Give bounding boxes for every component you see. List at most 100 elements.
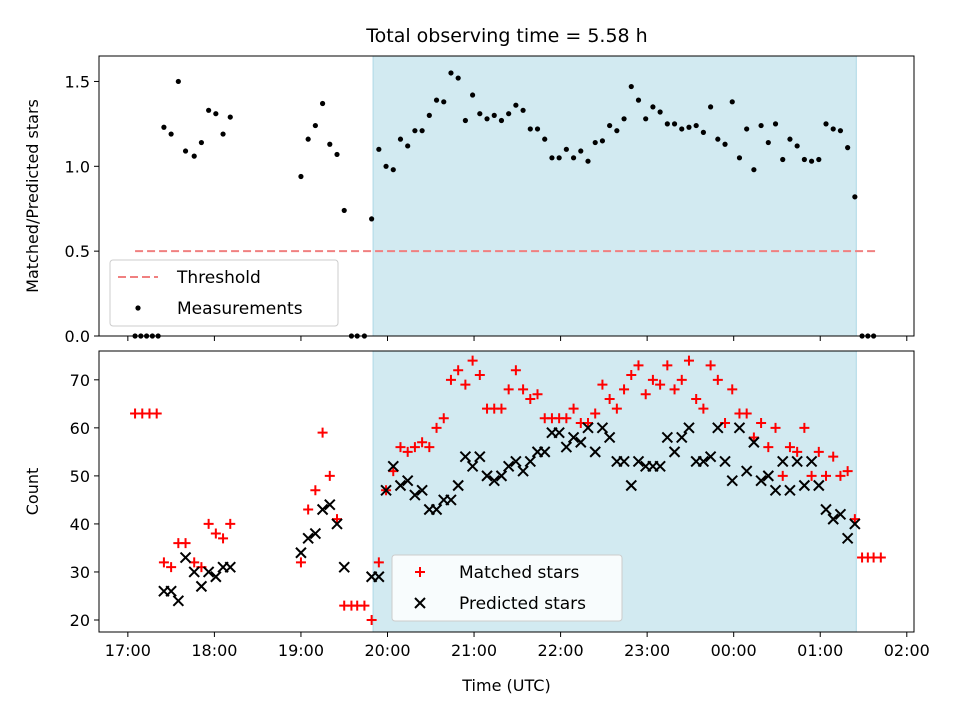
data-point [334, 151, 340, 158]
data-point [625, 479, 637, 492]
data-point [510, 365, 521, 376]
data-point [777, 455, 789, 468]
data-point [599, 138, 606, 144]
data-point [488, 474, 500, 487]
data-point [295, 547, 307, 559]
data-point [191, 153, 197, 159]
data-point [657, 109, 663, 115]
y-tick-label: 0.0 [65, 327, 90, 346]
data-point [799, 422, 810, 433]
data-point [441, 99, 447, 105]
y-axis-label: Count [23, 468, 42, 516]
data-point [302, 532, 314, 545]
data-point [525, 394, 536, 405]
data-point [726, 474, 738, 487]
data-point [614, 128, 620, 134]
data-point [424, 442, 435, 453]
data-point [179, 551, 192, 564]
data-point [813, 479, 825, 492]
data-point [316, 503, 329, 516]
data-point [332, 514, 343, 525]
data-point [466, 460, 479, 472]
data-point [575, 436, 587, 448]
data-point [452, 479, 464, 492]
data-point [206, 107, 212, 113]
data-point [426, 112, 432, 118]
y-tick-label: 1.5 [65, 72, 90, 91]
data-point [592, 139, 598, 146]
data-point [481, 470, 493, 482]
data-point [373, 571, 385, 583]
data-point [827, 513, 839, 525]
data-point [539, 446, 551, 458]
data-point [502, 460, 515, 472]
data-point [841, 532, 854, 545]
data-point [324, 470, 335, 481]
x-tick-label: 20:00 [364, 641, 410, 660]
data-point [813, 446, 824, 457]
data-point [513, 102, 519, 108]
chart-title: Total observing time = 5.58 h [365, 25, 647, 47]
data-point [650, 104, 656, 110]
data-point [603, 431, 616, 444]
data-point [506, 111, 512, 117]
data-point [772, 121, 779, 127]
data-point [676, 374, 687, 385]
data-point [691, 394, 702, 405]
data-point [834, 508, 847, 521]
data-point [542, 136, 548, 142]
data-point [295, 557, 306, 568]
data-point [805, 455, 818, 468]
bottom-panel: 20 30 40 50 60 70 17:00 18:00 19:00 20:00 21:00 22:… [23, 350, 930, 695]
data-point [549, 155, 555, 161]
data-point [448, 70, 454, 76]
data-point [589, 446, 601, 458]
data-point [383, 163, 389, 169]
legend-label: Predicted stars [459, 594, 586, 614]
data-point [210, 528, 221, 539]
x-tick-label: 23:00 [624, 641, 670, 660]
data-point [632, 455, 645, 468]
data-point [676, 431, 688, 444]
y-tick-label: 60 [70, 419, 90, 438]
data-point [626, 370, 637, 381]
data-point [459, 450, 472, 463]
data-point [305, 136, 311, 142]
data-point [524, 455, 537, 468]
data-point [755, 474, 767, 487]
data-point [158, 557, 169, 568]
data-point [683, 355, 694, 366]
data-point [445, 494, 457, 506]
data-point [474, 370, 485, 381]
data-point [227, 114, 233, 120]
data-point [556, 155, 562, 161]
data-point [510, 455, 522, 468]
data-point [585, 158, 591, 164]
data-point [210, 571, 222, 583]
data-point [324, 499, 336, 511]
data-point [553, 426, 565, 439]
data-point [402, 446, 413, 457]
data-point [777, 470, 788, 481]
data-point [376, 146, 382, 152]
y-tick-label: 30 [70, 563, 90, 582]
data-point [455, 75, 461, 81]
data-point [607, 122, 613, 129]
data-point [664, 121, 670, 127]
data-point [203, 518, 214, 529]
data-point [849, 514, 860, 525]
data-point [582, 422, 594, 434]
data-point [806, 470, 817, 481]
plot-frame [98, 350, 915, 633]
data-point [794, 143, 800, 149]
data-point [842, 466, 853, 477]
x-tick-label: 22:00 [538, 641, 584, 660]
x-tick-label: 17:00 [105, 641, 151, 660]
data-point [784, 484, 796, 497]
x-tick-label: 00:00 [711, 641, 757, 660]
data-point [792, 446, 803, 457]
data-point [563, 146, 569, 152]
data-point [409, 489, 421, 501]
data-point [327, 141, 333, 147]
data-point [633, 360, 644, 371]
